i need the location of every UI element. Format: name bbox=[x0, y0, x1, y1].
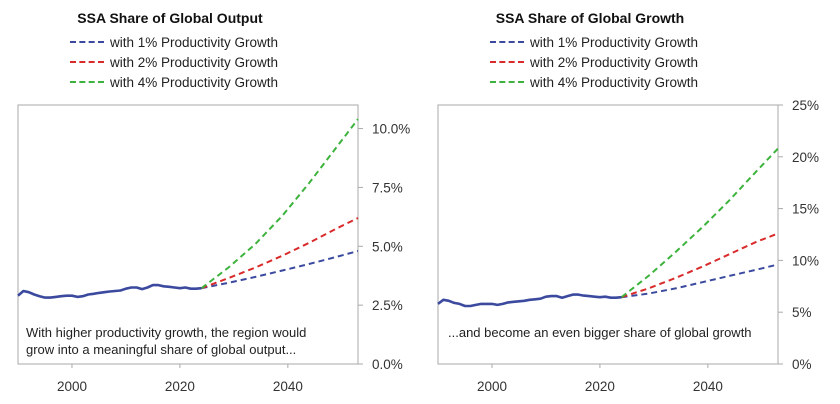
x-tick-label: 2040 bbox=[693, 379, 723, 394]
legend-swatch-2pct bbox=[490, 61, 524, 63]
legend-label: with 2% Productivity Growth bbox=[110, 54, 279, 70]
y-tick-label: 5% bbox=[792, 305, 812, 320]
y-tick-label: 15% bbox=[792, 202, 819, 217]
series-line-historical bbox=[17, 283, 202, 299]
y-tick-label: 0.0% bbox=[372, 357, 403, 372]
chart-annotation: ...and become an even bigger share of gl… bbox=[448, 324, 752, 341]
legend-item-4pct: with 4% Productivity Growth bbox=[70, 72, 278, 92]
chart-growth-panel: SSA Share of Global Growth with 1% Produ… bbox=[420, 0, 840, 404]
legend-item-2pct: with 2% Productivity Growth bbox=[70, 52, 278, 72]
x-tick-label: 2000 bbox=[57, 379, 87, 394]
legend: with 1% Productivity Growth with 2% Prod… bbox=[490, 32, 698, 92]
legend-swatch-4pct bbox=[490, 81, 524, 83]
y-tick-label: 2.5% bbox=[372, 298, 403, 313]
series-line-1pct-projection bbox=[621, 263, 779, 299]
x-tick-label: 2040 bbox=[273, 379, 303, 394]
y-tick-label: 5.0% bbox=[372, 239, 403, 254]
series-line-4pct-projection bbox=[200, 118, 359, 289]
annotation-line: ...and become an even bigger share of gl… bbox=[448, 325, 752, 340]
growth-share-plot: 0% 5% 10% 15% 20% 25% 2000 2020 2040 bbox=[437, 98, 819, 394]
legend-item-1pct: with 1% Productivity Growth bbox=[70, 32, 278, 52]
legend-swatch-1pct bbox=[490, 41, 524, 43]
y-tick-label: 20% bbox=[792, 150, 819, 165]
chart-title: SSA Share of Global Output bbox=[77, 10, 263, 26]
chart-title: SSA Share of Global Growth bbox=[495, 10, 685, 26]
series-line-1pct-projection bbox=[201, 250, 359, 290]
x-tick-label: 2020 bbox=[585, 379, 615, 394]
y-tick-label: 25% bbox=[792, 98, 819, 113]
chart-output-panel: SSA Share of Global Output with 1% Produ… bbox=[17, 10, 410, 394]
output-share-plot: 0.0% 2.5% 5.0% 7.5% 10.0% 2000 2020 2040 bbox=[17, 104, 410, 394]
series-line-historical bbox=[437, 293, 622, 308]
series-line-4pct-projection bbox=[620, 147, 779, 298]
plot-frame bbox=[17, 104, 359, 365]
y-tick-label: 10% bbox=[792, 253, 819, 268]
legend-label: with 4% Productivity Growth bbox=[530, 74, 699, 90]
y-tick-label: 10.0% bbox=[372, 122, 410, 137]
legend-label: with 2% Productivity Growth bbox=[530, 54, 699, 70]
legend-label: with 1% Productivity Growth bbox=[530, 34, 699, 50]
legend-item-2pct: with 2% Productivity Growth bbox=[490, 52, 698, 72]
legend-swatch-1pct bbox=[70, 41, 104, 43]
legend-swatch-4pct bbox=[70, 81, 104, 83]
annotation-line: grow into a meaningful share of global o… bbox=[26, 342, 297, 357]
legend: with 1% Productivity Growth with 2% Prod… bbox=[70, 32, 278, 92]
x-tick-label: 2000 bbox=[477, 379, 507, 394]
annotation-line: With higher productivity growth, the reg… bbox=[26, 325, 307, 340]
legend-label: with 1% Productivity Growth bbox=[110, 34, 279, 50]
y-tick-label: 0% bbox=[792, 357, 812, 372]
y-tick-label: 7.5% bbox=[372, 180, 403, 195]
series-line-2pct-projection bbox=[201, 217, 359, 290]
legend-item-1pct: with 1% Productivity Growth bbox=[490, 32, 698, 52]
x-tick-label: 2020 bbox=[165, 379, 195, 394]
legend-swatch-2pct bbox=[70, 61, 104, 63]
legend-item-4pct: with 4% Productivity Growth bbox=[490, 72, 698, 92]
series-line-2pct-projection bbox=[621, 232, 779, 299]
chart-annotation: With higher productivity growth, the reg… bbox=[26, 324, 306, 358]
legend-label: with 4% Productivity Growth bbox=[110, 74, 279, 90]
plot-frame bbox=[437, 104, 779, 365]
